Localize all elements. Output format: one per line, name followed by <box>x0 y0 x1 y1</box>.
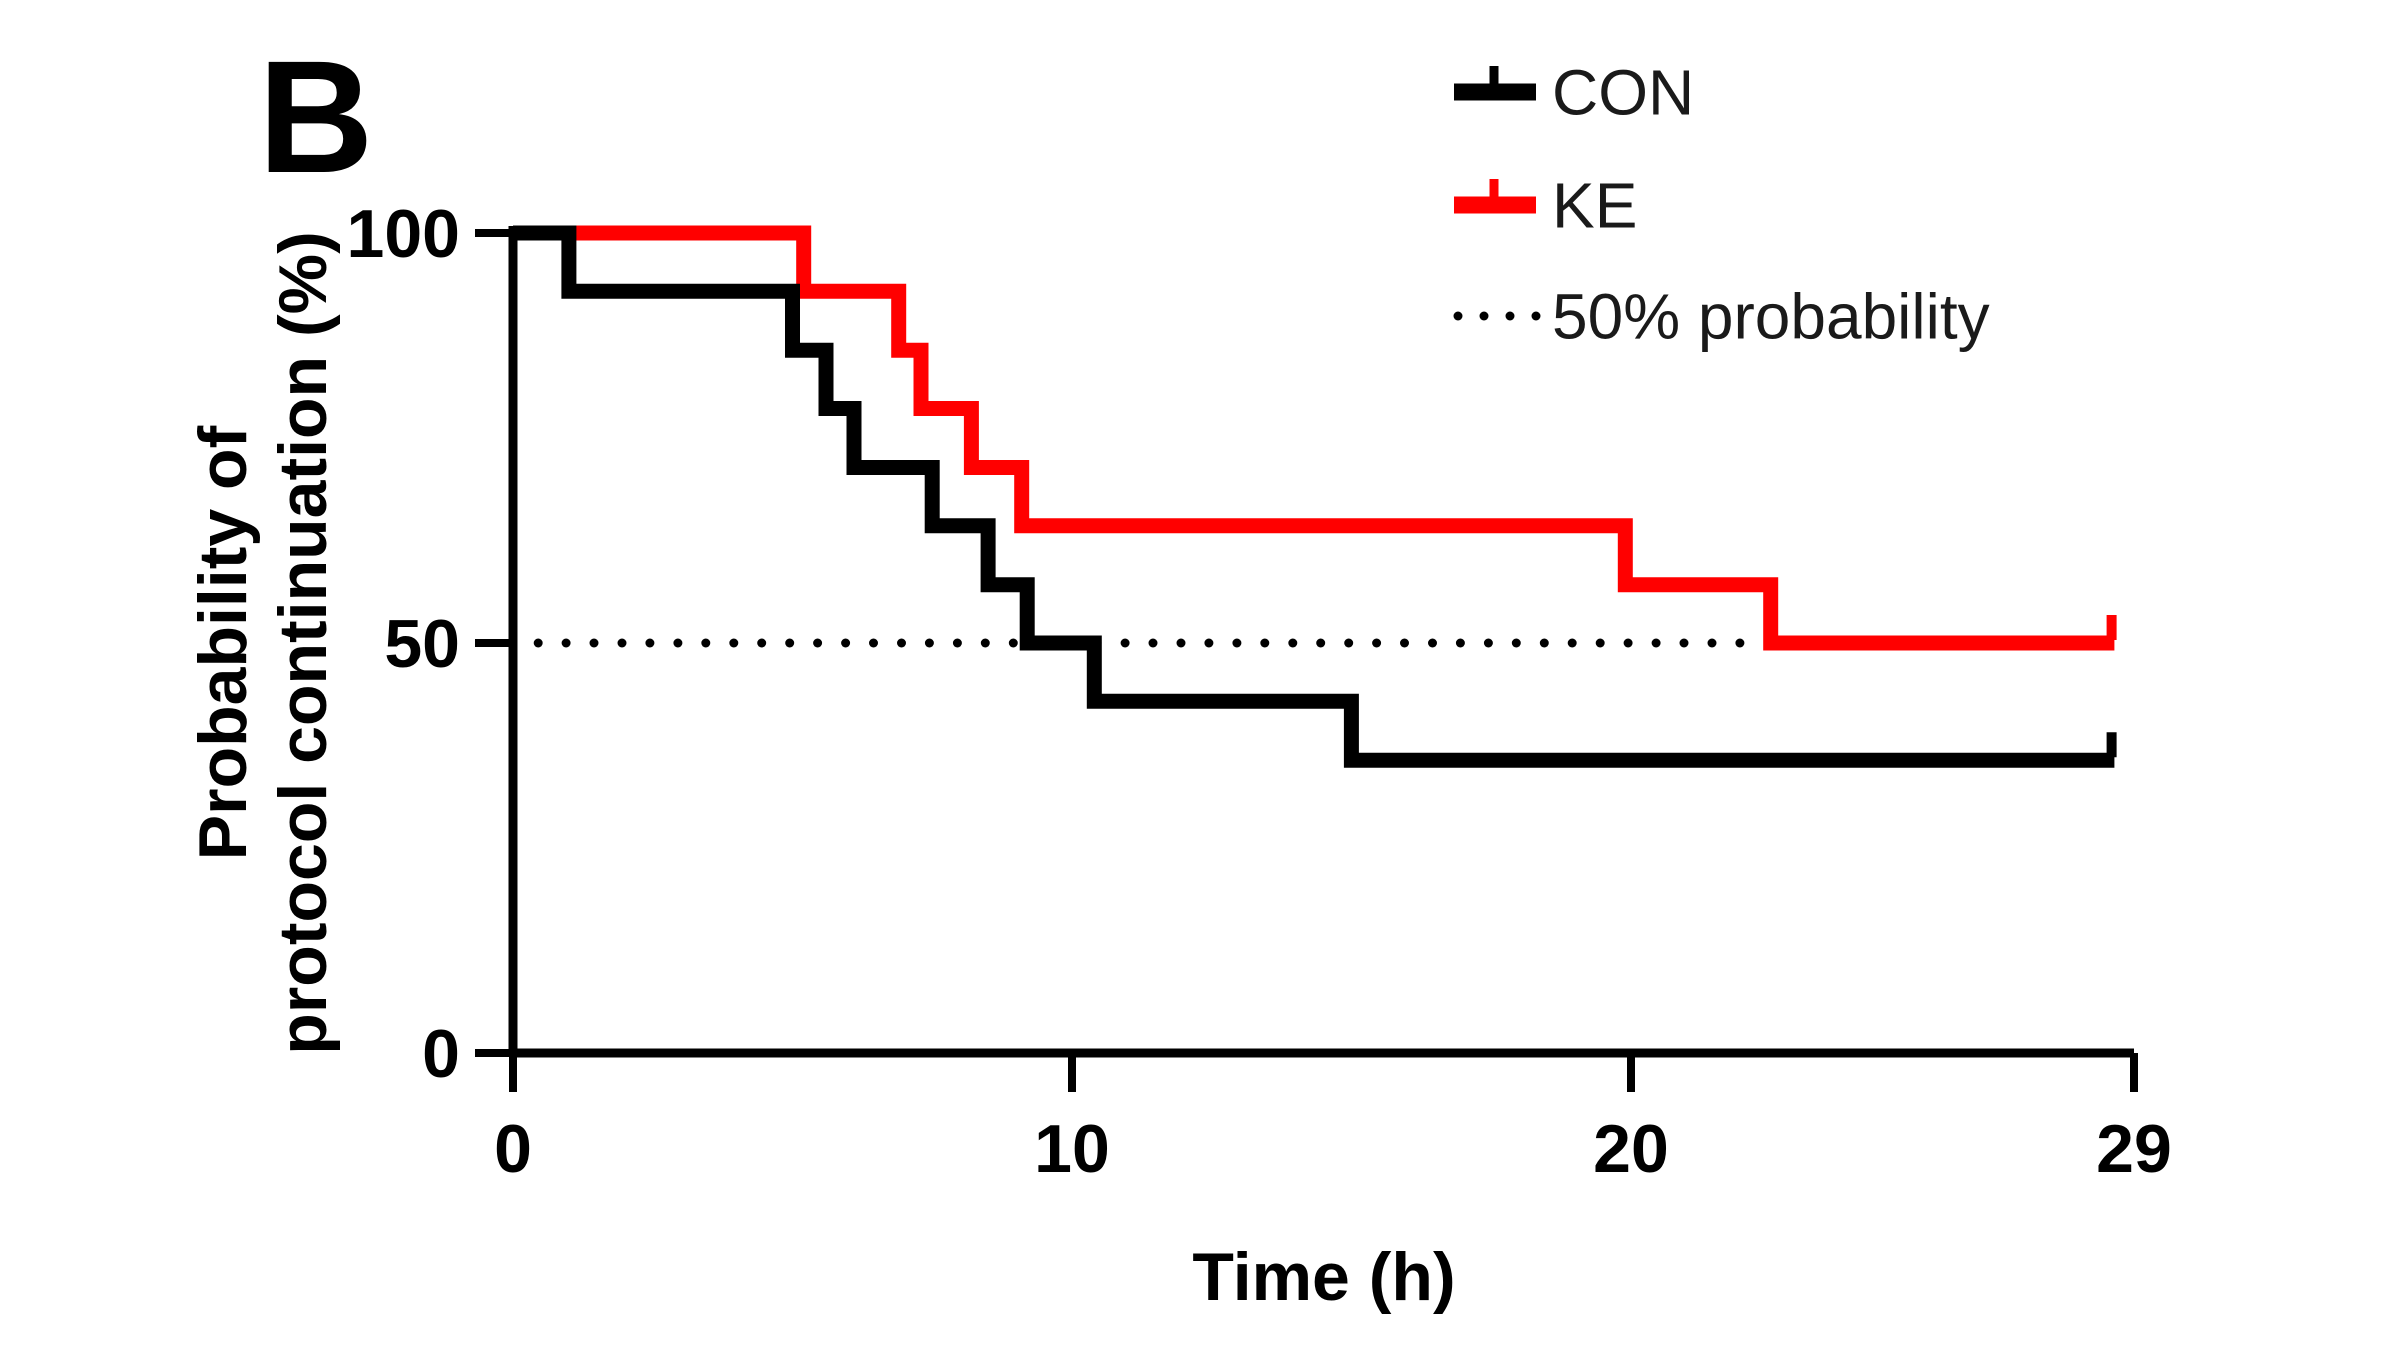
fifty-percent-reference-dot <box>617 638 627 648</box>
fifty-percent-reference-dot <box>1539 638 1549 648</box>
fifty-percent-reference-dot <box>1148 638 1158 648</box>
y-tick-label-100: 100 <box>347 196 460 272</box>
y-axis-title: Probability of protocol continuation (%) <box>185 231 341 1054</box>
fifty-percent-reference-dot <box>1176 638 1186 648</box>
fifty-percent-reference-dot <box>561 638 571 648</box>
fifty-percent-reference-dot <box>952 638 962 648</box>
fifty-percent-reference-dot <box>813 638 823 648</box>
fifty-percent-reference-dot <box>869 638 878 648</box>
dotted-line-icon-dot <box>1531 311 1541 321</box>
series-con-step-curve <box>513 225 2115 768</box>
legend: CON KE 50% probability <box>1453 56 1990 352</box>
y-axis: 100 50 0 <box>347 196 518 1092</box>
fifty-percent-reference-dot <box>589 638 599 648</box>
fifty-percent-reference-dot <box>841 638 851 648</box>
x-tick-label-29: 29 <box>2096 1111 2172 1187</box>
x-tick-label-10: 10 <box>1034 1111 1110 1187</box>
fifty-percent-reference-dot <box>757 638 767 648</box>
fifty-percent-reference-dot <box>1344 638 1354 648</box>
fifty-percent-reference-dot <box>1707 638 1717 648</box>
fifty-percent-reference-dot <box>924 638 934 648</box>
fifty-percent-reference-dot <box>1735 638 1745 648</box>
fifty-percent-reference-dot <box>1455 638 1465 648</box>
fifty-percent-reference-dot <box>1008 638 1018 648</box>
fifty-percent-reference-dot <box>1511 638 1521 648</box>
x-axis-title: Time (h) <box>1192 1239 1455 1315</box>
fifty-percent-reference-dot <box>1595 638 1605 648</box>
legend-label-ke: KE <box>1552 169 1637 241</box>
legend-item-50pct: 50% probability <box>1453 280 1990 352</box>
fifty-percent-reference-dot <box>785 638 795 648</box>
y-tick-label-50: 50 <box>384 606 460 682</box>
fifty-percent-reference-dot <box>1120 638 1130 648</box>
fifty-percent-reference-dot <box>729 638 739 648</box>
fifty-percent-reference-dot <box>1483 638 1493 648</box>
dotted-line-icon-dot <box>1479 311 1489 321</box>
fifty-percent-reference-dot <box>1260 638 1270 648</box>
y-axis-title-line2: protocol continuation (%) <box>265 231 341 1054</box>
x-tick-label-0: 0 <box>494 1111 532 1187</box>
legend-item-ke: KE <box>1454 169 1637 241</box>
fifty-percent-reference-dot <box>1232 638 1242 648</box>
fifty-percent-reference-dot <box>980 638 990 648</box>
fifty-percent-reference-dot <box>673 638 683 648</box>
panel-label: B <box>258 27 374 206</box>
plot-area <box>513 225 2117 768</box>
fifty-percent-reference-dot <box>645 638 655 648</box>
fifty-percent-reference-dot <box>1651 638 1661 648</box>
fifty-percent-reference-dot <box>701 638 711 648</box>
fifty-percent-reference-dot <box>1204 638 1214 648</box>
x-tick-label-20: 20 <box>1593 1111 1669 1187</box>
series-ke-step-curve <box>513 225 2115 651</box>
fifty-percent-reference-dot <box>1623 638 1633 648</box>
legend-label-50pct: 50% probability <box>1552 280 1990 352</box>
fifty-percent-reference-dot <box>1400 638 1409 648</box>
fifty-percent-reference-dot <box>1567 638 1577 648</box>
fifty-percent-reference-dot <box>1679 638 1689 648</box>
fifty-percent-reference-dot <box>533 638 543 648</box>
fifty-percent-reference-dot <box>1428 638 1437 648</box>
y-tick-label-0: 0 <box>422 1016 460 1092</box>
legend-label-con: CON <box>1552 56 1694 128</box>
y-axis-title-line1: Probability of <box>185 425 261 860</box>
fifty-percent-reference-dot <box>1372 638 1382 648</box>
legend-item-con: CON <box>1454 56 1694 128</box>
dotted-line-icon-dot <box>1505 311 1515 321</box>
fifty-percent-reference-dot <box>1316 638 1326 648</box>
fifty-percent-reference-dot <box>897 638 906 648</box>
fifty-percent-reference-dot <box>1288 638 1298 648</box>
dotted-line-icon-dot <box>1453 311 1463 321</box>
x-axis: 0 10 20 29 Time (h) <box>494 1048 2172 1315</box>
